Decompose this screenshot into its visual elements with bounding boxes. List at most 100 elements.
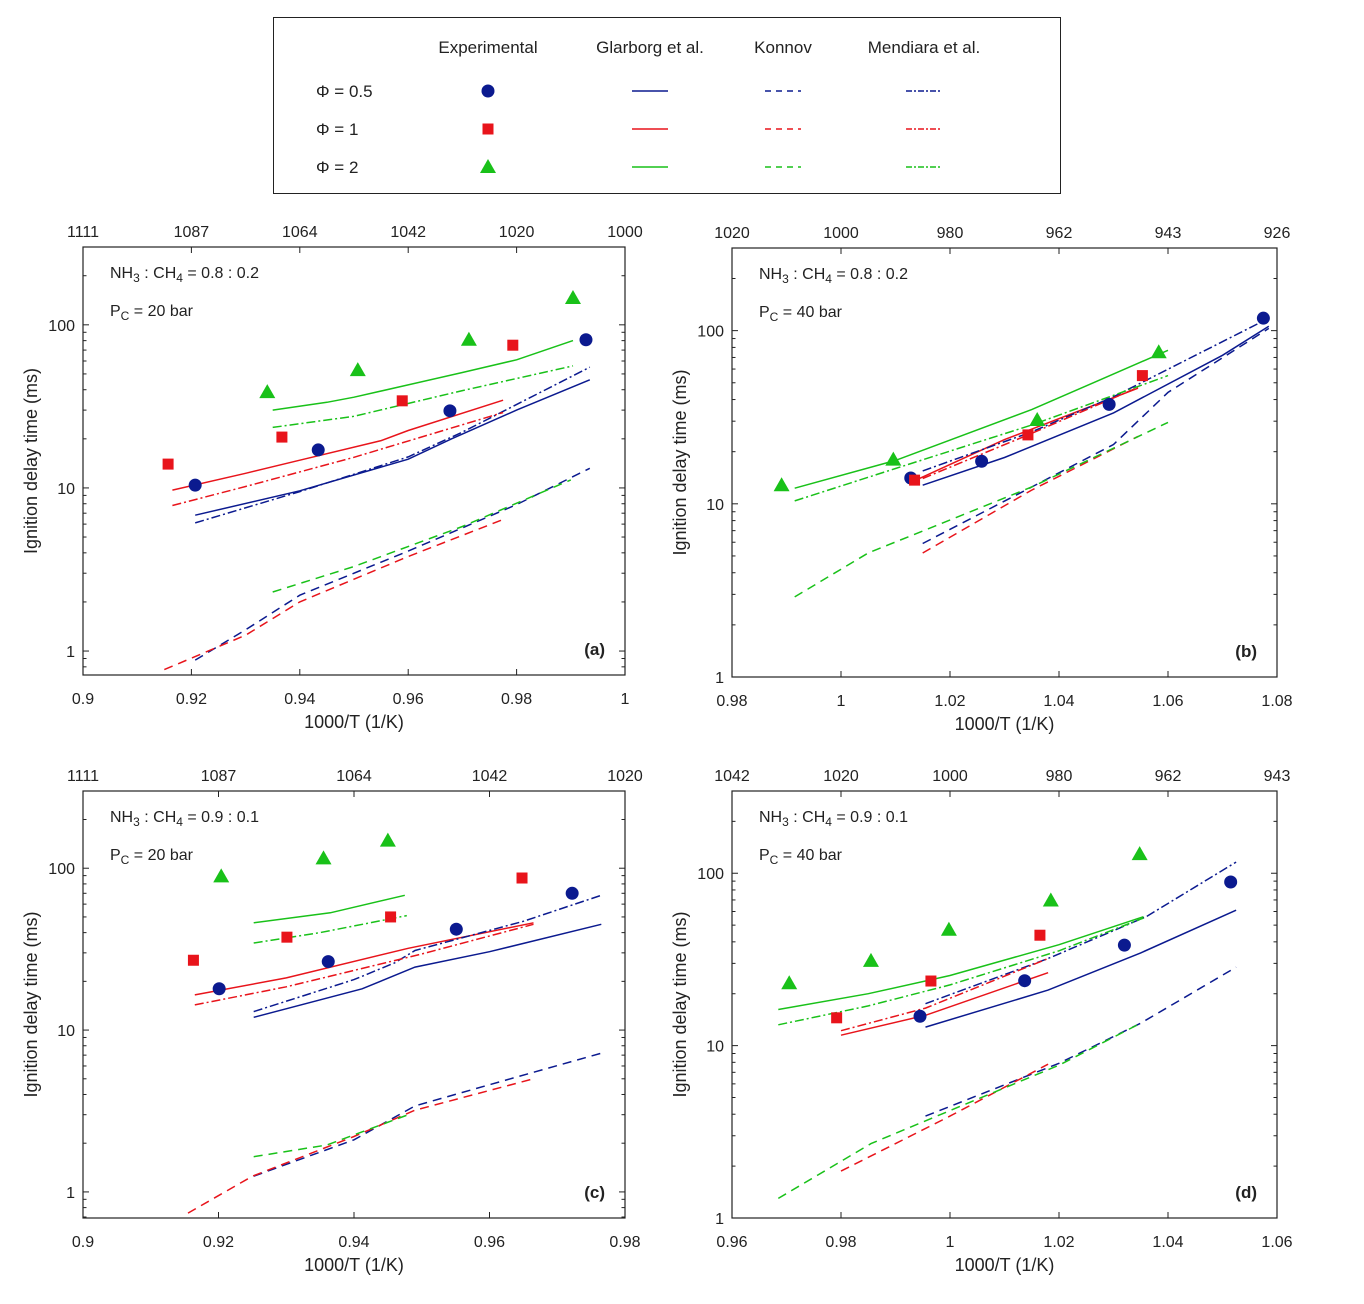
line-mendiara-phi-0-5 — [194, 366, 591, 524]
legend-marker-circle — [481, 84, 495, 98]
line-mendiara-phi-1 — [194, 923, 534, 1006]
line-glarborg-phi-1 — [172, 399, 504, 491]
point-triangle-phi-2 — [781, 975, 798, 990]
point-circle-phi-0-5 — [1102, 397, 1116, 411]
top-tick-label: 943 — [1264, 768, 1291, 785]
x-tick-label: 0.9 — [72, 691, 94, 708]
subscript: C — [770, 310, 779, 324]
line-glarborg-phi-0-5 — [925, 909, 1237, 1028]
annotation-text: : CH — [140, 265, 176, 282]
point-square-phi-1 — [925, 975, 937, 987]
point-circle-phi-0-5 — [1224, 875, 1238, 889]
y-tick-label: 1 — [66, 644, 75, 661]
subscript: C — [121, 309, 130, 323]
top-tick-label: 943 — [1155, 225, 1182, 242]
annotation-mixture: NH3 : CH4 = 0.9 : 0.1 — [759, 809, 908, 829]
legend-marker-square — [482, 123, 494, 135]
point-triangle-phi-2 — [379, 832, 396, 847]
annotation-text: P — [110, 303, 121, 320]
x-axis-title: 1000/T (1/K) — [955, 1255, 1055, 1275]
annotation-text: = 0.9 : 0.1 — [183, 809, 259, 826]
y-tick-label: 10 — [706, 497, 724, 514]
point-square-phi-1 — [831, 1012, 843, 1024]
top-tick-label: 1000 — [932, 768, 968, 785]
x-axis-title: 1000/T (1/K) — [955, 714, 1055, 734]
top-tick-label: 1111 — [67, 768, 99, 785]
x-tick-label: 0.9 — [72, 1234, 94, 1251]
y-tick-label: 1 — [66, 1185, 75, 1202]
top-tick-label: 962 — [1046, 225, 1073, 242]
annotation-text: = 0.9 : 0.1 — [832, 809, 908, 826]
plot-frame — [82, 246, 626, 676]
y-tick-label: 10 — [57, 481, 75, 498]
point-circle-phi-0-5 — [449, 922, 463, 936]
subscript: 3 — [782, 272, 789, 286]
x-tick-label: 0.92 — [176, 691, 207, 708]
point-square-phi-1 — [187, 954, 199, 966]
x-tick-label: 0.98 — [716, 693, 747, 710]
line-mendiara-phi-0-5 — [922, 317, 1270, 472]
annotation-text: P — [110, 847, 121, 864]
point-triangle-phi-2 — [213, 868, 230, 883]
line-konnov-phi-2 — [253, 1113, 409, 1158]
x-tick-label: 1.04 — [1043, 693, 1074, 710]
y-tick-label: 1 — [715, 1211, 724, 1228]
line-mendiara-phi-1 — [840, 957, 1049, 1032]
annotation-text: = 40 bar — [778, 304, 842, 321]
x-tick-label: 0.98 — [501, 691, 532, 708]
annotation-text: = 20 bar — [129, 303, 193, 320]
legend-column-header: Glarborg et al. — [596, 38, 704, 57]
point-circle-phi-0-5 — [1117, 938, 1131, 952]
point-circle-phi-0-5 — [443, 404, 457, 418]
point-triangle-phi-2 — [862, 952, 879, 967]
x-tick-label: 0.92 — [203, 1234, 234, 1251]
line-glarborg-phi-2 — [253, 894, 405, 924]
plot-frame — [731, 247, 1278, 678]
point-circle-phi-0-5 — [565, 886, 579, 900]
y-tick-label: 100 — [48, 318, 75, 335]
y-axis-title: Ignition delay time (ms) — [21, 911, 41, 1097]
x-tick-label: 0.98 — [825, 1234, 856, 1251]
x-tick-label: 1 — [837, 693, 846, 710]
subscript: 4 — [825, 815, 832, 829]
annotation-text: NH — [110, 809, 133, 826]
y-axis-title: Ignition delay time (ms) — [670, 369, 690, 555]
point-circle-phi-0-5 — [188, 478, 202, 492]
line-konnov-phi-0-5 — [925, 966, 1237, 1117]
panel-label: (d) — [1235, 1183, 1257, 1202]
annotation-text: NH — [110, 265, 133, 282]
top-tick-label: 1042 — [390, 224, 426, 241]
annotation-mixture: NH3 : CH4 = 0.9 : 0.1 — [110, 809, 259, 829]
y-tick-label: 100 — [48, 861, 75, 878]
x-tick-label: 0.96 — [474, 1234, 505, 1251]
annotation-text: P — [759, 847, 770, 864]
subscript: C — [121, 853, 130, 867]
x-axis-title: 1000/T (1/K) — [304, 1255, 404, 1275]
line-konnov-phi-0-5 — [253, 1052, 602, 1177]
line-glarborg-phi-0-5 — [922, 325, 1270, 486]
annotation-pressure: PC = 20 bar — [110, 303, 194, 323]
annotation-text: : CH — [140, 809, 176, 826]
legend-column-header: Mendiara et al. — [868, 38, 980, 57]
panel-label: (b) — [1235, 642, 1257, 661]
subscript: C — [770, 853, 779, 867]
panel-c: 0.9 0.92 0.94 0.96 0.98 1111 1087 1064 1042 1020 1… — [21, 768, 643, 1275]
top-tick-label: 1064 — [336, 768, 372, 785]
point-triangle-phi-2 — [259, 384, 276, 399]
line-glarborg-phi-0-5 — [253, 923, 602, 1019]
top-tick-label: 980 — [937, 225, 964, 242]
x-tick-label: 1.06 — [1261, 1234, 1292, 1251]
point-triangle-phi-2 — [315, 850, 332, 865]
point-circle-phi-0-5 — [1018, 974, 1032, 988]
point-circle-phi-0-5 — [321, 955, 335, 969]
panel-d: 0.96 0.98 1 1.02 1.04 1.06 1042 1020 1000 980 962 9… — [670, 768, 1293, 1275]
annotation-text: : CH — [789, 809, 825, 826]
line-glarborg-phi-2 — [272, 339, 574, 411]
top-tick-label: 926 — [1264, 225, 1291, 242]
x-tick-label: 1 — [946, 1234, 955, 1251]
legend-row-label: Φ = 1 — [316, 120, 358, 139]
y-axis-title: Ignition delay time (ms) — [670, 911, 690, 1097]
point-square-phi-1 — [1034, 929, 1046, 941]
panel-label: (a) — [584, 640, 605, 659]
